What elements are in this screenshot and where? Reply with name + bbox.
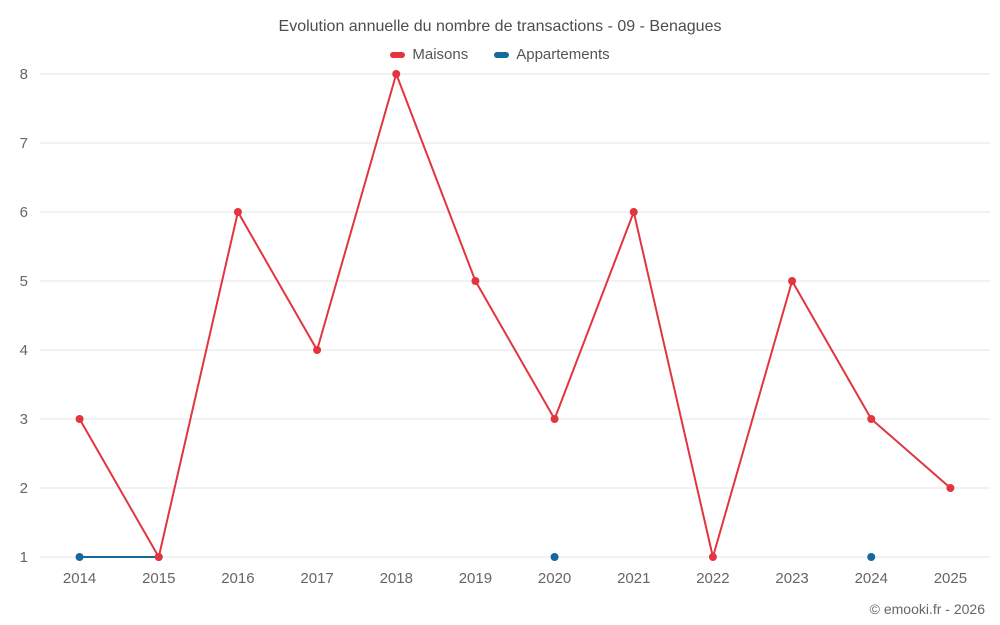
chart-title: Evolution annuelle du nombre de transact…	[278, 18, 722, 35]
y-axis-tick-label: 7	[20, 135, 28, 152]
legend-label-maisons: Maisons	[412, 46, 469, 63]
x-axis-tick-label: 2020	[538, 570, 571, 587]
legend-label-appartements: Appartements	[516, 46, 610, 63]
y-axis-tick-label: 6	[20, 204, 28, 221]
y-axis-tick-label: 4	[20, 342, 28, 359]
series-point-appartements	[867, 553, 876, 561]
y-axis-tick-label: 1	[20, 549, 28, 566]
series-point-maisons	[154, 553, 163, 561]
x-axis-tick-label: 2017	[300, 570, 333, 587]
x-axis-tick-label: 2021	[617, 570, 650, 587]
series-point-maisons	[788, 277, 797, 285]
maisons-series-icon	[390, 51, 406, 58]
y-axis-tick-label: 3	[20, 411, 28, 428]
series-point-maisons	[471, 277, 480, 285]
appartements-series-icon	[494, 51, 510, 58]
y-axis-tick-label: 5	[20, 273, 28, 290]
series-point-maisons	[313, 346, 322, 354]
series-point-maisons	[629, 208, 638, 216]
y-axis-tick-label: 2	[20, 480, 28, 497]
x-axis-tick-label: 2025	[934, 570, 967, 587]
y-axis-tick-label: 8	[20, 66, 28, 83]
legend: Maisons Appartements	[0, 46, 1000, 63]
x-axis-tick-label: 2024	[855, 570, 888, 587]
credits-link[interactable]: © emooki.fr - 2026	[869, 601, 985, 617]
series-point-maisons	[550, 415, 559, 423]
series-point-maisons	[946, 484, 955, 492]
series-line-maisons	[78, 73, 952, 558]
legend-item-maisons[interactable]: Maisons	[390, 46, 468, 63]
series-point-maisons	[392, 70, 401, 78]
x-axis-tick-label: 2023	[775, 570, 808, 587]
x-axis-tick-label: 2022	[696, 570, 729, 587]
x-axis-tick-label: 2018	[380, 570, 413, 587]
series-point-appartements	[75, 553, 84, 561]
series-point-maisons	[233, 208, 242, 216]
x-axis-tick-label: 2014	[63, 570, 96, 587]
x-axis-tick-label: 2015	[142, 570, 175, 587]
x-axis-tick-label: 2019	[459, 570, 492, 587]
series-point-maisons	[708, 553, 717, 561]
series-point-maisons	[75, 415, 84, 423]
series-point-appartements	[550, 553, 559, 561]
legend-item-appartements[interactable]: Appartements	[494, 46, 610, 63]
series-point-maisons	[867, 415, 876, 423]
x-axis-tick-label: 2016	[221, 570, 254, 587]
